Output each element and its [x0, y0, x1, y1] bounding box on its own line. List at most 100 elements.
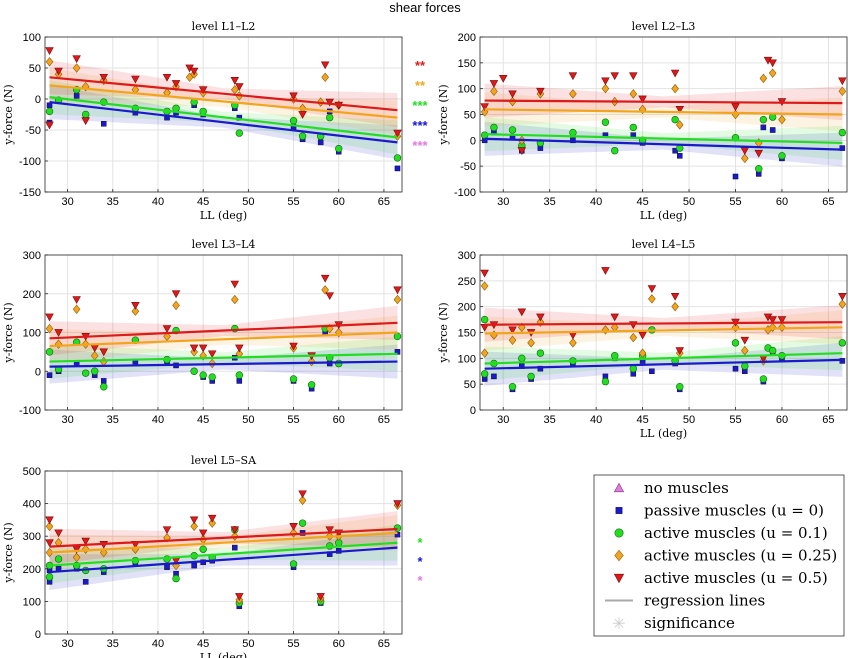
data-point-u05 [45, 47, 54, 56]
regression-line-u05 [49, 527, 398, 548]
y-axis-label: y-force (N) [2, 302, 15, 363]
regression-line-u025 [484, 326, 843, 335]
regression-line-u0 [49, 101, 398, 144]
data-point-u05 [731, 103, 740, 112]
panel-title: level L3–L4 [192, 238, 256, 251]
x-tick-label: 55 [287, 638, 299, 650]
data-point-u01 [536, 349, 545, 357]
data-point-u025 [72, 63, 81, 73]
panel-title: level L5–SA [191, 454, 257, 467]
legend-item-none: no muscles [613, 479, 729, 497]
data-point-u0 [769, 127, 776, 133]
data-point-u01 [81, 110, 90, 119]
y-axis-label: y-force (N) [2, 84, 15, 145]
data-point-u025 [72, 552, 81, 563]
data-point-u05 [171, 80, 181, 88]
data-point-u01 [54, 555, 63, 563]
data-point-u0 [394, 165, 401, 172]
data-point-u01 [778, 152, 786, 160]
data-point-u05 [536, 313, 545, 322]
x-tick-label: 60 [776, 414, 788, 426]
data-point-u05 [498, 74, 508, 83]
data-point-u025 [838, 86, 847, 96]
data-point-u025 [671, 83, 679, 94]
regression-line-u05 [49, 321, 398, 340]
significance-marker: * [417, 573, 423, 588]
data-point-u05 [189, 344, 199, 353]
data-point-u05 [638, 331, 647, 340]
x-axis-label: LL (deg) [200, 209, 247, 222]
data-point-u01 [45, 573, 54, 581]
legend-label: passive muscles (u = 0) [644, 502, 824, 520]
chart-panel-L4L5: 30 35 40 45 50 55 60 65 0 50 100 150 200 250 300 level … [437, 238, 848, 440]
x-tick-label: 60 [333, 638, 345, 650]
x-axis-label: LL (deg) [640, 209, 687, 222]
data-point-u05 [601, 267, 610, 275]
data-point-u05 [393, 500, 402, 508]
data-point-u025 [759, 73, 768, 84]
data-point-u05 [72, 55, 81, 64]
x-tick-label: 60 [333, 414, 345, 426]
data-point-u05 [754, 149, 763, 158]
x-tick-label: 45 [197, 414, 209, 426]
x-tick-label: 40 [590, 196, 602, 208]
x-tick-label: 30 [497, 196, 509, 208]
y-tick-label: -150 [19, 187, 41, 199]
y-tick-label: -100 [19, 156, 41, 168]
y-tick-label: 0 [35, 94, 41, 106]
data-point-u05 [289, 523, 298, 531]
regression-line-u025 [49, 531, 398, 554]
data-point-u05 [316, 593, 325, 601]
data-point-u025 [45, 323, 54, 334]
data-point-u0 [732, 173, 739, 180]
data-point-u05 [235, 593, 244, 601]
data-point-u025 [480, 281, 489, 291]
data-point-u0 [100, 121, 107, 127]
legend-asterisk-icon: ✳ [612, 614, 625, 633]
data-point-u025 [569, 89, 577, 99]
data-point-u05 [638, 95, 647, 104]
data-point-u025 [480, 107, 489, 117]
data-point-u01 [838, 128, 847, 137]
data-point-u05 [235, 344, 244, 353]
data-point-u01 [45, 107, 54, 116]
data-point-u01 [601, 377, 610, 386]
data-point-u01 [508, 126, 517, 134]
significance-marker: *** [412, 118, 428, 133]
y-tick-label: 200 [23, 564, 41, 576]
significance-marker: ** [415, 58, 426, 73]
data-point-u025 [208, 518, 216, 528]
y-tick-label: 0 [470, 135, 476, 147]
panel-title: level L2–L3 [632, 20, 696, 33]
data-point-u05 [230, 526, 240, 535]
data-point-u01 [838, 339, 847, 347]
data-point-u0 [491, 373, 497, 380]
plot-area [45, 37, 402, 192]
data-point-u0 [46, 102, 53, 108]
data-point-u01 [611, 352, 619, 360]
data-point-u01 [81, 369, 90, 377]
y-tick-label: 150 [458, 328, 476, 340]
x-tick-label: 60 [333, 196, 345, 208]
data-point-u05 [517, 308, 527, 317]
x-axis-label: LL (deg) [200, 651, 247, 658]
data-point-u025 [393, 294, 402, 305]
data-point-u0 [232, 544, 238, 551]
legend-box: no muscles passive muscles (u = 0) active … [593, 474, 845, 637]
data-point-u05 [647, 285, 657, 293]
data-point-u025 [45, 521, 54, 532]
legend-label: no muscles [644, 479, 729, 497]
series-u05 [45, 47, 402, 138]
data-point-u01 [172, 574, 180, 583]
data-point-u01 [199, 545, 207, 553]
data-point-u025 [569, 338, 577, 348]
data-point-u0 [191, 562, 197, 569]
data-point-u025 [638, 348, 647, 358]
x-tick-label: 65 [822, 196, 834, 208]
data-point-u01 [325, 113, 334, 122]
data-point-u01 [208, 373, 216, 381]
y-tick-label: 200 [458, 32, 476, 44]
data-point-u0 [73, 93, 80, 99]
data-point-u025 [231, 294, 239, 305]
chart-panel-L1L2: 30 35 40 45 50 55 60 65 -150 -100 -50 0 50 100 level L… [2, 20, 429, 222]
